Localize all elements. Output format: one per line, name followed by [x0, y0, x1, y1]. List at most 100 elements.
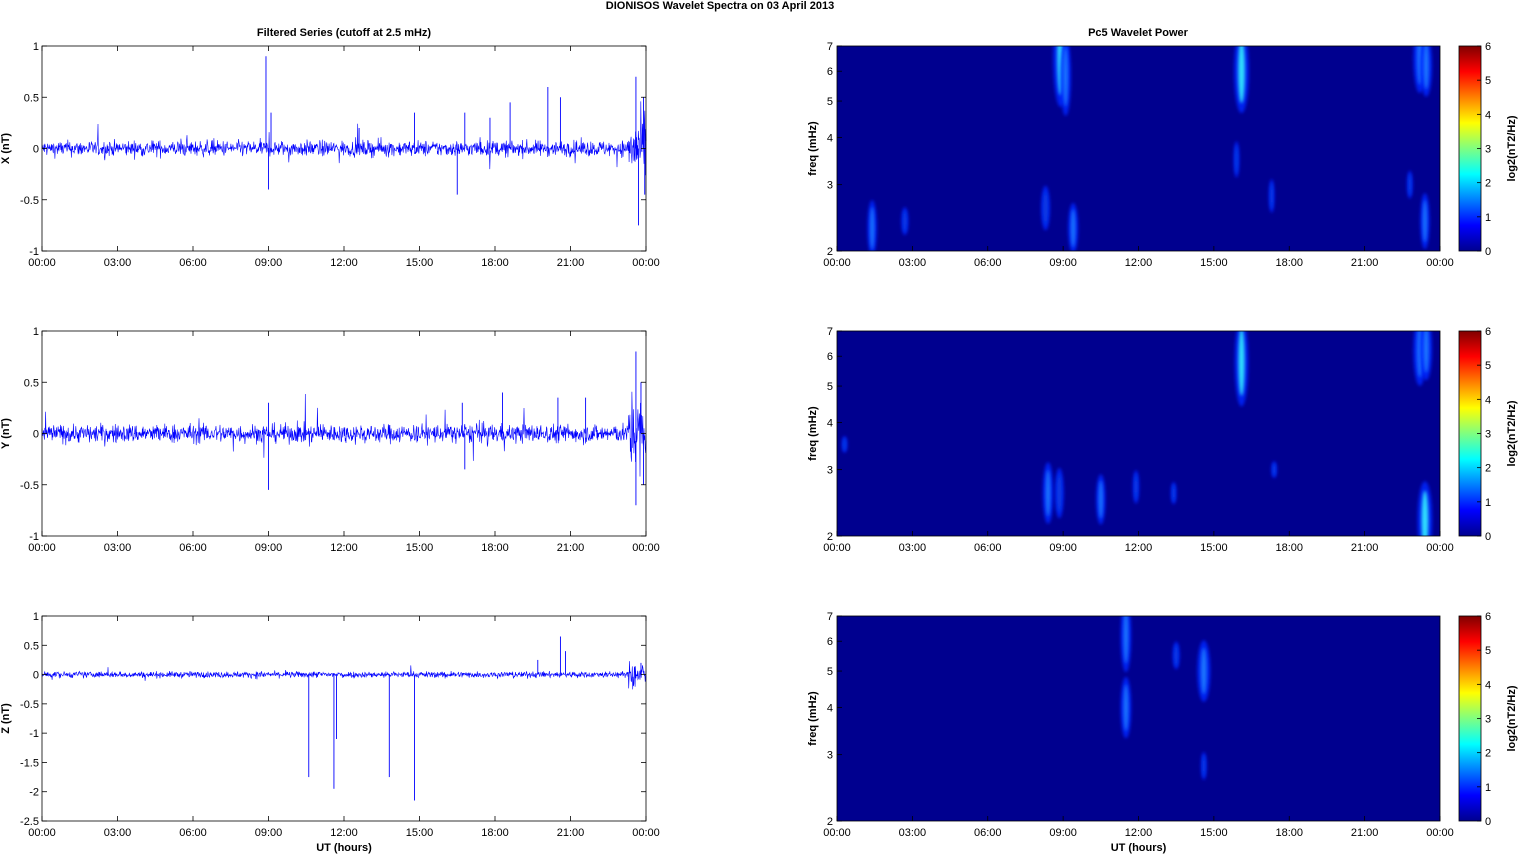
- right-column-title: Pc5 Wavelet Power: [1088, 27, 1189, 39]
- x-tick-label: 09:00: [255, 827, 283, 839]
- y-axis-label: X (nT): [0, 133, 12, 164]
- power-feature-core: [1045, 469, 1051, 517]
- x-tick-label: 06:00: [179, 257, 207, 269]
- x-tick-label: 03:00: [104, 827, 132, 839]
- spectrum-background: [837, 616, 1440, 821]
- power-feature-core: [903, 210, 907, 232]
- figure-title: DIONISOS Wavelet Spectra on 03 April 201…: [606, 0, 834, 12]
- y-tick-label: -1.5: [20, 757, 39, 769]
- colorbar-tick-label: 4: [1485, 109, 1491, 121]
- power-feature-core: [1238, 331, 1245, 396]
- y-tick-label: 5: [827, 381, 833, 393]
- colorbar-tick-label: 0: [1485, 816, 1491, 828]
- y-tick-label: 0.5: [24, 377, 39, 389]
- power-feature-core: [843, 438, 846, 451]
- y-tick-label: -2: [29, 787, 39, 799]
- y-tick-label: 2: [827, 246, 833, 258]
- x-tick-label: 15:00: [1200, 827, 1228, 839]
- y-tick-label: 3: [827, 750, 833, 762]
- y-tick-label: 0: [33, 429, 39, 441]
- y-tick-label: 5: [827, 96, 833, 108]
- x-tick-label: 15:00: [1200, 257, 1228, 269]
- x-tick-label: 21:00: [557, 542, 585, 554]
- series-trace-2: [41, 391, 647, 477]
- x-tick-label: 00:00: [1426, 827, 1454, 839]
- power-feature-core: [1123, 616, 1129, 664]
- y-tick-label: 7: [827, 41, 833, 53]
- colorbar-tick-label: 4: [1485, 679, 1491, 691]
- colorbar-label: log2(nT2/Hz): [1506, 685, 1518, 751]
- colorbar-tick-label: 4: [1485, 394, 1491, 406]
- y-tick-label: 6: [827, 66, 833, 78]
- y-axis-label: Z (nT): [0, 703, 12, 734]
- x-tick-label: 06:00: [974, 827, 1002, 839]
- spectrum-background: [837, 331, 1440, 536]
- power-feature-core: [1272, 463, 1276, 477]
- power-feature-core: [1202, 755, 1206, 777]
- x-tick-label: 18:00: [1275, 827, 1303, 839]
- colorbar-tick-label: 3: [1485, 429, 1491, 441]
- x-tick-label: 03:00: [899, 257, 927, 269]
- left-column-title: Filtered Series (cutoff at 2.5 mHz): [257, 27, 432, 39]
- x-tick-label: 18:00: [481, 827, 509, 839]
- y-axis-label: Y (nT): [0, 418, 12, 449]
- y-tick-label: 3: [827, 180, 833, 192]
- y-tick-label: -0.5: [20, 699, 39, 711]
- y-tick-label: -2.5: [20, 816, 39, 828]
- power-feature-core: [1063, 46, 1069, 107]
- x-tick-label: 09:00: [255, 542, 283, 554]
- y-tick-label: 2: [827, 816, 833, 828]
- colorbar-tick-label: 6: [1485, 41, 1491, 53]
- x-tick-label: 00:00: [632, 542, 660, 554]
- x-tick-label: 21:00: [1351, 827, 1379, 839]
- colorbar-tick-label: 6: [1485, 326, 1491, 338]
- colorbar-tick-label: 1: [1485, 212, 1491, 224]
- power-feature-core: [1172, 484, 1176, 502]
- colorbar-tick-label: 6: [1485, 611, 1491, 623]
- colorbar-tick-label: 0: [1485, 246, 1491, 258]
- colorbar-tick-label: 2: [1485, 748, 1491, 760]
- y-tick-label: 4: [827, 703, 833, 715]
- y-tick-label: 0: [33, 670, 39, 682]
- power-feature-core: [1070, 208, 1076, 248]
- x-tick-label: 06:00: [974, 257, 1002, 269]
- power-feature-core: [1098, 480, 1103, 519]
- y-tick-label: -1: [29, 531, 39, 543]
- y-tick-label: 0.5: [24, 92, 39, 104]
- power-feature-core: [1043, 191, 1048, 226]
- x-tick-label: 18:00: [1275, 257, 1303, 269]
- x-tick-label: 12:00: [1125, 542, 1153, 554]
- colorbar-tick-label: 0: [1485, 531, 1491, 543]
- y-tick-label: 0: [33, 144, 39, 156]
- x-tick-label: 12:00: [330, 827, 358, 839]
- spectrum-panel-3: 00:00 03:00 06:00 09:00 12:00 15:00 18:00 21:00…: [807, 611, 1518, 854]
- timeseries-panel-2: 00:00 03:00 06:00 09:00 12:00 15:00 18:00 21:00…: [0, 326, 660, 554]
- y-tick-label: -1: [29, 246, 39, 258]
- timeseries-panel-3: 00:00 03:00 06:00 09:00 12:00 15:00 18:00 21:00…: [0, 611, 660, 854]
- colorbar-tick-label: 5: [1485, 75, 1491, 87]
- power-feature-core: [1408, 174, 1412, 196]
- colorbar-tick-label: 1: [1485, 497, 1491, 509]
- y-tick-label: 7: [827, 611, 833, 623]
- x-tick-label: 21:00: [557, 827, 585, 839]
- x-tick-label: 09:00: [1049, 257, 1077, 269]
- x-tick-label: 06:00: [179, 827, 207, 839]
- colorbar-tick-label: 5: [1485, 645, 1491, 657]
- y-tick-label: 7: [827, 326, 833, 338]
- x-tick-label: 06:00: [179, 542, 207, 554]
- x-tick-label: 12:00: [330, 542, 358, 554]
- y-tick-label: 2: [827, 531, 833, 543]
- x-tick-label: 09:00: [1049, 827, 1077, 839]
- y-tick-label: -0.5: [20, 480, 39, 492]
- x-tick-label: 00:00: [823, 827, 851, 839]
- x-tick-label: 00:00: [28, 257, 56, 269]
- power-feature-core: [1200, 647, 1207, 695]
- x-tick-label: 15:00: [1200, 542, 1228, 554]
- x-tick-label: 09:00: [1049, 542, 1077, 554]
- colorbar-tick-label: 3: [1485, 144, 1491, 156]
- power-feature-core: [1123, 684, 1129, 731]
- x-tick-label: 00:00: [632, 827, 660, 839]
- x-tick-label: 03:00: [104, 542, 132, 554]
- power-feature-core: [1423, 46, 1429, 90]
